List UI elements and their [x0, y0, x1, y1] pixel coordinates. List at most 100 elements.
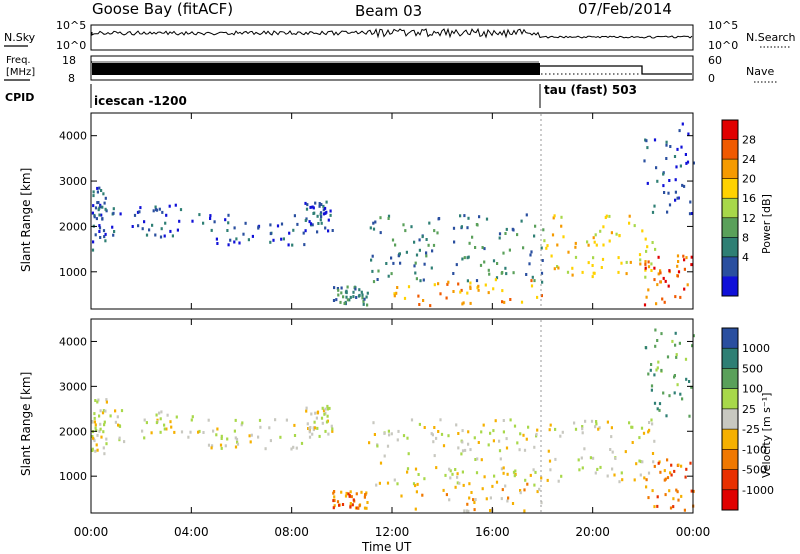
range-gate-cell: [683, 287, 686, 291]
range-gate-cell: [591, 275, 594, 279]
range-gate-cell: [224, 444, 227, 448]
range-gate-cell: [337, 293, 340, 297]
range-gate-cell: [606, 474, 609, 478]
range-gate-cell: [449, 469, 452, 473]
range-gate-cell: [553, 267, 556, 271]
range-gate-cell: [423, 426, 426, 429]
range-gate-cell: [653, 138, 657, 142]
range-gate-cell: [224, 218, 227, 222]
range-gate-cell: [229, 238, 232, 242]
range-gate-cell: [451, 472, 454, 476]
range-gate-cell: [120, 409, 124, 413]
range-gate-cell: [96, 433, 99, 437]
range-gate-cell: [191, 219, 194, 223]
range-gate-cell: [105, 437, 108, 441]
range-gate-cell: [346, 285, 349, 289]
range-gate-cell: [656, 339, 659, 342]
range-gate-cell: [481, 246, 484, 249]
range-gate-cell: [658, 408, 661, 412]
range-gate-cell: [358, 504, 361, 508]
range-gate-cell: [645, 139, 648, 143]
range-gate-cell: [345, 291, 348, 295]
range-gate-cell: [491, 484, 494, 488]
range-gate-cell: [581, 425, 584, 428]
x-tick-label: 00:00: [74, 525, 109, 539]
range-gate-cell: [683, 508, 686, 512]
range-gate-cell: [466, 279, 469, 283]
range-gate-cell: [676, 196, 679, 200]
range-gate-cell: [690, 263, 693, 267]
range-gate-cell: [104, 207, 107, 211]
range-gate-cell: [620, 261, 623, 265]
range-gate-cell: [461, 470, 464, 474]
range-gate-cell: [406, 436, 409, 440]
range-gate-cell: [211, 444, 214, 448]
range-gate-cell: [338, 503, 341, 507]
range-gate-cell: [92, 190, 95, 194]
range-gate-cell: [306, 422, 309, 426]
range-gate-cell: [387, 274, 390, 278]
nsky-frame: [90, 24, 694, 51]
scatter-region: [543, 214, 657, 279]
range-gate-cell: [684, 153, 687, 156]
range-gate-cell: [462, 301, 465, 305]
range-gate-cell: [573, 421, 576, 425]
range-gate-cell: [361, 296, 364, 300]
range-gate-cell: [95, 217, 98, 221]
range-gate-cell: [366, 303, 369, 307]
range-gate-cell: [653, 204, 656, 208]
range-gate-cell: [101, 217, 104, 221]
range-gate-cell: [475, 223, 478, 226]
range-gate-cell: [101, 205, 104, 209]
range-gate-cell: [461, 440, 464, 444]
range-gate-cell: [678, 341, 681, 345]
range-gate-cell: [316, 230, 319, 234]
range-gate-cell: [349, 295, 352, 299]
range-gate-cell: [163, 427, 166, 431]
range-gate-cell: [325, 210, 328, 214]
range-gate-cell: [523, 509, 526, 513]
range-gate-cell: [679, 164, 682, 168]
range-gate-cell: [684, 357, 688, 361]
colorbar-tick-label: 28: [742, 134, 756, 147]
power-colorbar-label: Power [dB]: [760, 194, 773, 254]
range-gate-cell: [561, 430, 564, 434]
range-gate-cell: [303, 243, 306, 247]
range-gate-cell: [342, 295, 345, 299]
range-gate-cell: [379, 216, 382, 220]
range-gate-cell: [485, 217, 489, 221]
range-gate-cell: [169, 229, 172, 233]
range-gate-cell: [639, 473, 642, 477]
range-gate-cell: [98, 206, 101, 210]
range-gate-cell: [427, 243, 430, 247]
range-gate-cell: [340, 291, 343, 295]
range-gate-cell: [189, 430, 192, 434]
range-gate-cell: [528, 262, 531, 266]
range-gate-cell: [329, 209, 332, 213]
range-gate-cell: [548, 428, 551, 432]
range-gate-cell: [649, 368, 652, 372]
range-gate-cell: [94, 233, 97, 237]
range-gate-cell: [478, 215, 481, 219]
range-gate-cell: [326, 407, 329, 411]
range-gate-cell: [501, 300, 504, 304]
range-gate-cell: [198, 213, 201, 217]
colorbar-swatch: [722, 120, 738, 141]
range-gate-cell: [445, 296, 448, 300]
range-gate-cell: [518, 448, 521, 452]
range-gate-cell: [236, 440, 239, 444]
range-gate-cell: [680, 145, 683, 149]
range-gate-cell: [311, 223, 314, 227]
range-gate-cell: [425, 238, 428, 241]
range-gate-cell: [542, 228, 545, 232]
scatter-region: [207, 418, 304, 451]
x-tick-label: 12:00: [375, 525, 410, 539]
range-gate-cell: [433, 283, 436, 287]
range-gate-cell: [671, 339, 674, 343]
range-gate-cell: [533, 483, 536, 487]
colorbar-tick-label: 4: [742, 251, 749, 264]
range-gate-cell: [560, 215, 563, 219]
range-gate-cell: [393, 294, 396, 298]
range-gate-cell: [534, 470, 537, 474]
